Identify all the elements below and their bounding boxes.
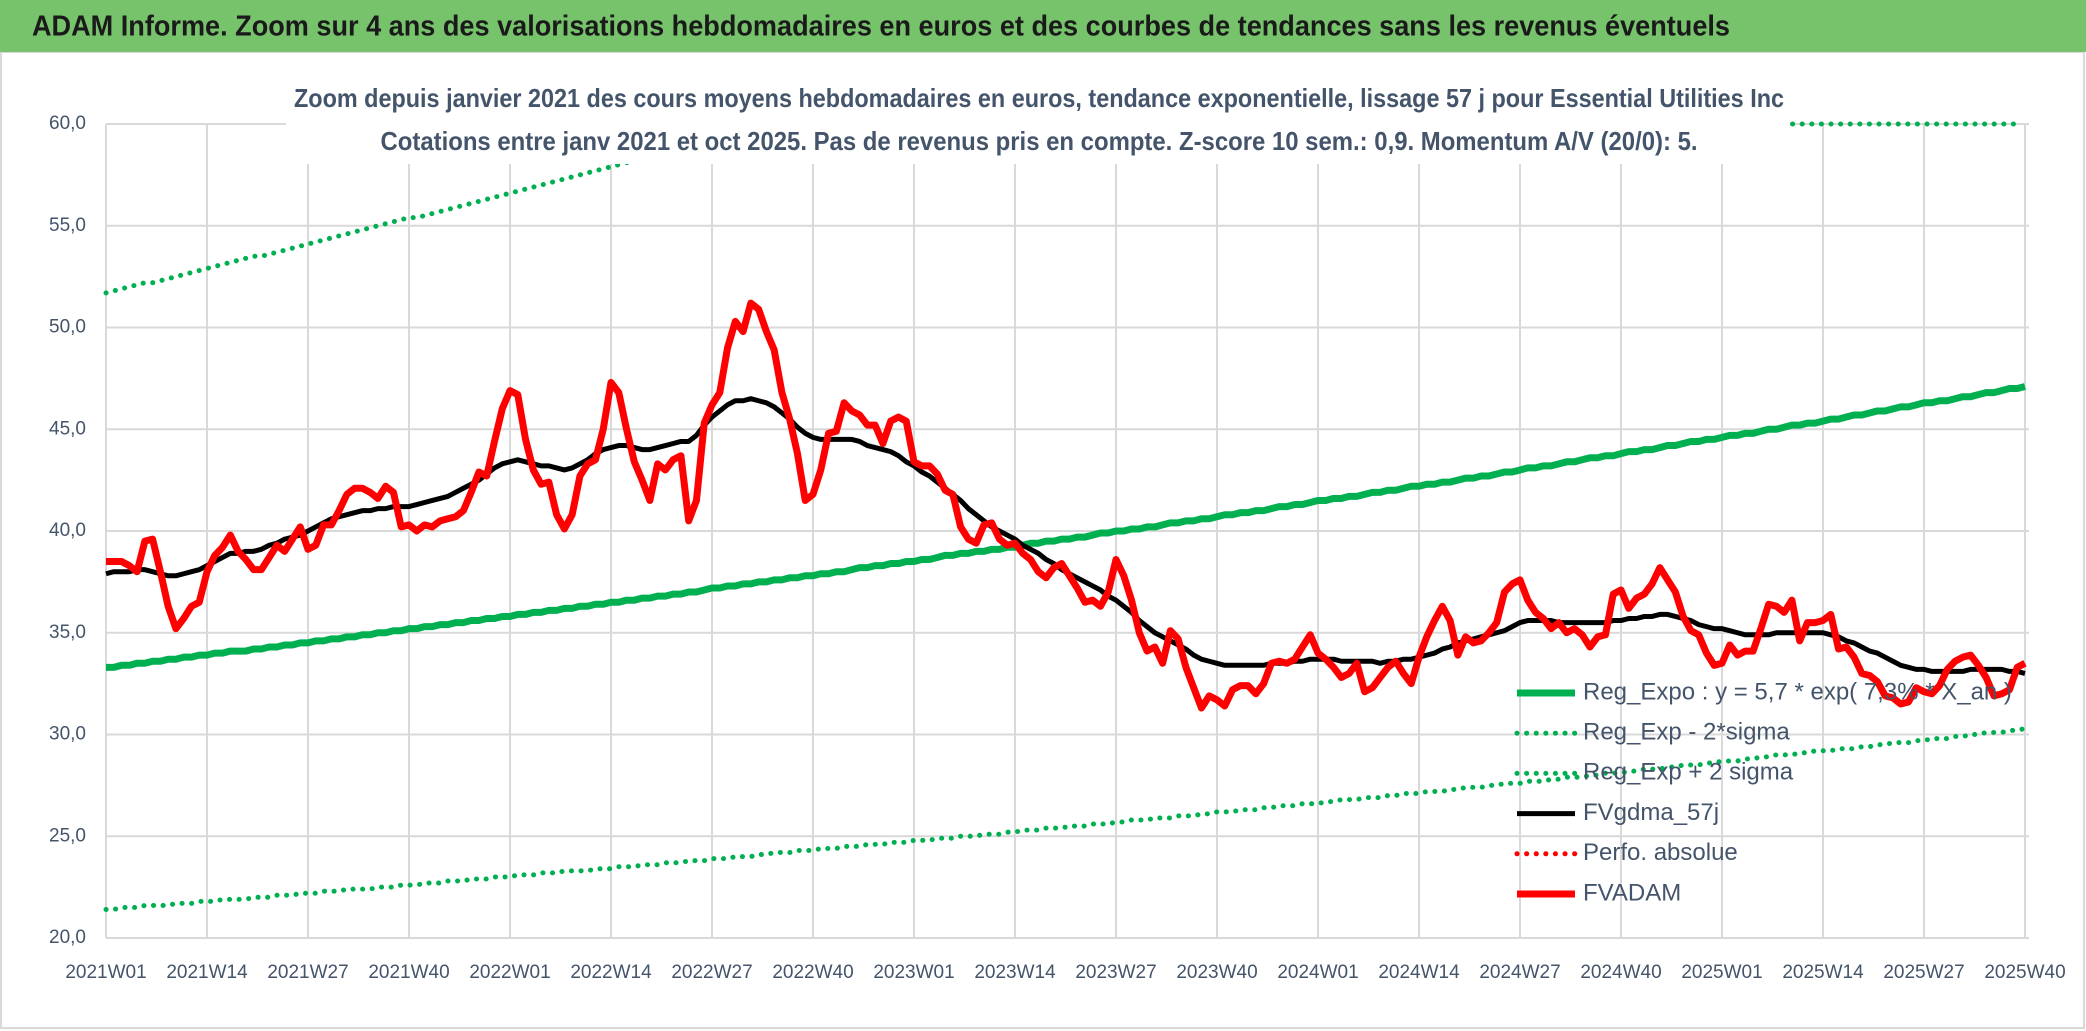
x-tick-label: 2022W14: [570, 962, 652, 983]
x-tick-label: 2023W40: [1176, 962, 1257, 983]
y-tick-label: 20,0: [49, 927, 86, 948]
x-tick-label: 2025W27: [1883, 962, 1964, 983]
legend-label: FVgdma_57j: [1583, 799, 1719, 826]
x-tick-label: 2025W14: [1782, 962, 1864, 983]
x-tick-label: 2023W14: [974, 962, 1056, 983]
x-tick-label: 2023W01: [873, 962, 954, 983]
y-tick-label: 45,0: [49, 418, 86, 439]
series-line: [106, 299, 2027, 712]
legend-label: FVADAM: [1583, 879, 1681, 906]
x-tick-label: 2023W27: [1075, 962, 1156, 983]
banner: [0, 0, 2086, 52]
x-tick-label: 2021W40: [368, 962, 449, 983]
y-tick-label: 40,0: [49, 520, 86, 541]
x-tick-label: 2021W27: [267, 962, 348, 983]
x-tick-label: 2024W40: [1580, 962, 1661, 983]
x-tick-label: 2024W27: [1479, 962, 1560, 983]
series-line: [106, 383, 2026, 671]
y-tick-label: 30,0: [49, 724, 86, 745]
y-tick-label: 35,0: [49, 622, 86, 643]
x-tick-label: 2021W14: [166, 962, 248, 983]
title-box: [286, 80, 1790, 164]
x-tick-label: 2021W01: [65, 962, 146, 983]
legend-label: Reg_Exp - 2*sigma: [1583, 719, 1790, 746]
chart-title: Zoom depuis janvier 2021 des cours moyen…: [294, 83, 1784, 113]
x-tick-label: 2024W14: [1378, 962, 1460, 983]
x-tick-label: 2022W01: [469, 962, 550, 983]
y-tick-label: 60,0: [49, 113, 86, 134]
y-tick-label: 25,0: [49, 825, 86, 846]
x-tick-label: 2022W27: [671, 962, 752, 983]
chart-subtitle: Cotations entre janv 2021 et oct 2025. P…: [381, 126, 1698, 156]
legend-label: Reg_Exp + 2 sigma: [1583, 759, 1794, 786]
x-tick-label: 2024W01: [1277, 962, 1358, 983]
series-line: [103, 725, 2028, 913]
legend-label: Reg_Expo : y = 5,7 * exp( 7,3% * X_an ): [1583, 678, 2012, 705]
x-tick-label: 2025W40: [1984, 962, 2065, 983]
legend-label: Perfo. absolue: [1583, 839, 1738, 866]
y-tick-label: 55,0: [49, 215, 86, 236]
banner-title: ADAM Informe. Zoom sur 4 ans des valoris…: [32, 11, 1730, 43]
x-tick-label: 2022W40: [772, 962, 853, 983]
x-tick-label: 2025W01: [1681, 962, 1762, 983]
y-tick-label: 50,0: [49, 317, 86, 338]
legend: Reg_Expo : y = 5,7 * exp( 7,3% * X_an ) R…: [1514, 678, 2012, 906]
